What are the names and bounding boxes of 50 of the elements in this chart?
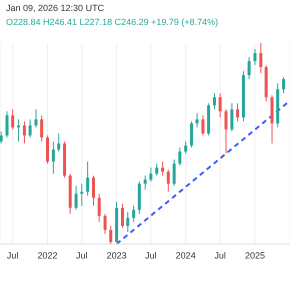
candlestick bbox=[184, 140, 188, 154]
candlestick bbox=[104, 213, 107, 234]
x-tick-label: Jul bbox=[76, 250, 88, 260]
candlestick bbox=[92, 175, 96, 206]
x-tick-label: Jul bbox=[6, 250, 18, 260]
candlestick bbox=[149, 167, 152, 182]
candlestick bbox=[161, 161, 164, 176]
candlestick bbox=[52, 140, 55, 174]
candlestick bbox=[224, 108, 228, 154]
candlestick bbox=[22, 120, 26, 144]
candlestick bbox=[155, 163, 158, 176]
candlestick bbox=[259, 42, 262, 74]
x-tick-label: Jul bbox=[214, 250, 226, 260]
candlestick bbox=[98, 193, 101, 222]
candlestick bbox=[126, 211, 130, 232]
x-tick-label: Jul bbox=[145, 250, 157, 260]
candlestick bbox=[57, 132, 60, 152]
x-tick-label: 2025 bbox=[244, 250, 265, 260]
text: O228.84 H246.41 L227.18 C246.29 +19.79 (+8.74%) bbox=[6, 17, 218, 27]
candlestick bbox=[230, 102, 234, 132]
text: Jan 09, 2026 12:30 UTC bbox=[6, 3, 104, 13]
candlestick bbox=[196, 112, 199, 128]
candlestick bbox=[144, 175, 147, 190]
candlestick bbox=[218, 92, 222, 118]
x-tick-label: 2022 bbox=[37, 250, 58, 260]
candlestick bbox=[166, 169, 170, 192]
candlestick bbox=[282, 76, 286, 94]
candlestick bbox=[109, 225, 112, 244]
x-tick-label: 2024 bbox=[176, 250, 196, 260]
candlestick bbox=[74, 185, 78, 210]
candlestick bbox=[236, 102, 240, 122]
candlestick bbox=[34, 108, 38, 128]
candlestick bbox=[40, 114, 44, 142]
candlestick bbox=[120, 203, 124, 228]
candlestick bbox=[17, 118, 20, 142]
candlestick bbox=[190, 120, 194, 148]
candlestick bbox=[11, 108, 14, 130]
candlestick bbox=[6, 110, 9, 138]
candlestick bbox=[212, 92, 216, 110]
candlestick bbox=[86, 161, 90, 196]
candlestick bbox=[0, 130, 3, 144]
candlestick bbox=[248, 56, 251, 80]
x-tick-label: 2023 bbox=[106, 250, 127, 260]
candlestick bbox=[172, 159, 176, 186]
candlestick bbox=[80, 183, 84, 206]
candlestick bbox=[132, 205, 136, 222]
candlestick bbox=[253, 48, 256, 66]
candlestick bbox=[201, 114, 204, 136]
candlestick bbox=[28, 118, 32, 138]
candlestick bbox=[178, 147, 182, 166]
